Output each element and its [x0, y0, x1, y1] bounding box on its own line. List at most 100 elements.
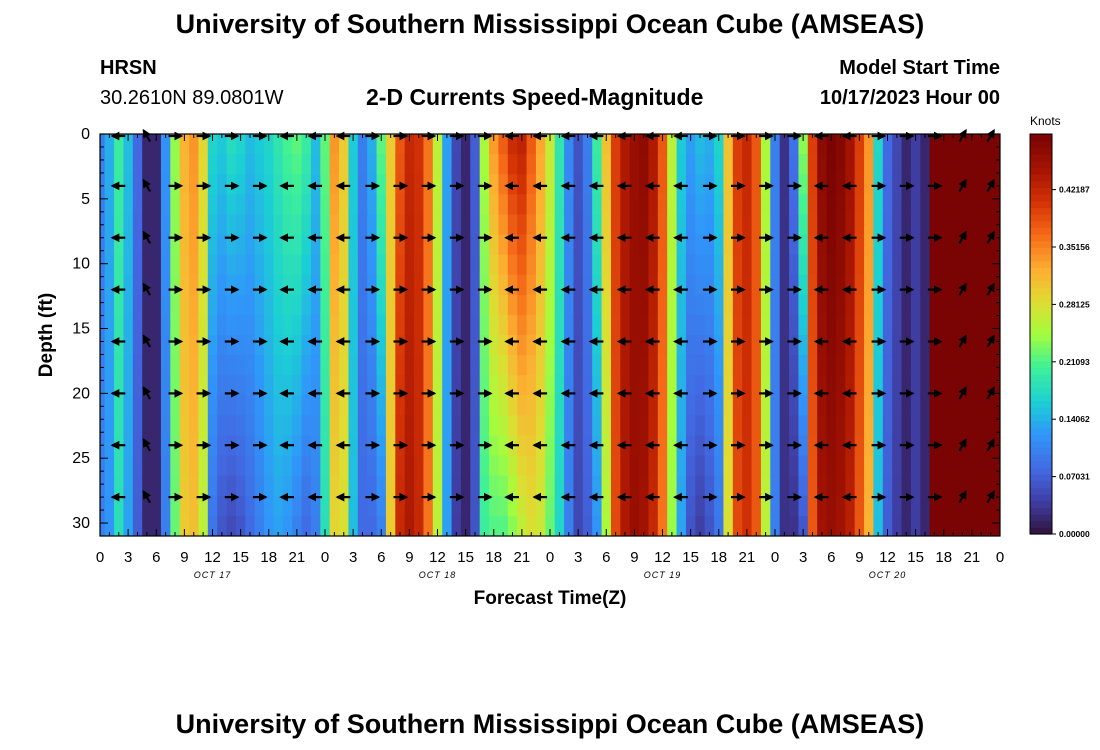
colorbar-segment	[1030, 134, 1052, 142]
heatmap-cell	[282, 234, 293, 256]
heatmap-cell	[179, 375, 190, 396]
heatmap-cell	[939, 455, 950, 477]
heatmap-cell	[789, 495, 800, 517]
heatmap-cell	[573, 154, 584, 175]
heatmap-cell	[207, 515, 218, 536]
heatmap-cell	[535, 495, 546, 517]
heatmap-cell	[404, 335, 415, 356]
heatmap-cell	[864, 214, 875, 236]
heatmap-cell	[742, 134, 753, 155]
heatmap-cell	[564, 395, 575, 416]
heatmap-cell	[714, 294, 725, 316]
heatmap-cell	[414, 234, 425, 256]
heatmap-cell	[817, 174, 828, 195]
heatmap-cell	[685, 495, 696, 517]
heatmap-cell	[264, 294, 275, 316]
heatmap-cell	[489, 415, 500, 437]
heatmap-cell	[704, 395, 715, 416]
heatmap-cell	[329, 375, 340, 396]
heatmap-cell	[507, 355, 518, 376]
heatmap-cell	[526, 254, 537, 276]
heatmap-cell	[873, 375, 884, 396]
heatmap-cell	[639, 415, 650, 437]
heatmap-cell	[629, 134, 640, 155]
colorbar-tick-label: 0.00000	[1059, 529, 1090, 539]
heatmap-cell	[760, 234, 771, 256]
heatmap-cell	[826, 294, 837, 316]
heatmap-cell	[610, 455, 621, 477]
heatmap-cell	[582, 335, 593, 356]
heatmap-cell	[564, 314, 575, 336]
heatmap-cell	[939, 194, 950, 215]
heatmap-cell	[104, 455, 115, 477]
heatmap-cell	[273, 134, 284, 155]
heatmap-cell	[845, 154, 856, 175]
heatmap-cell	[357, 335, 368, 356]
heatmap-cell	[273, 495, 284, 517]
heatmap-cell	[235, 435, 246, 457]
heatmap-cell	[310, 475, 321, 497]
heatmap-cell	[460, 455, 471, 477]
heatmap-cell	[901, 254, 912, 276]
heatmap-cell	[423, 395, 434, 416]
colorbar-segment	[1030, 340, 1052, 348]
heatmap-cell	[526, 435, 537, 457]
heatmap-cell	[545, 294, 556, 316]
heatmap-cell	[404, 475, 415, 497]
heatmap-cell	[882, 214, 893, 236]
heatmap-cell	[948, 294, 959, 316]
heatmap-cell	[826, 174, 837, 195]
heatmap-cell	[826, 214, 837, 236]
heatmap-cell	[123, 194, 134, 215]
heatmap-cell	[685, 355, 696, 376]
heatmap-cell	[414, 335, 425, 356]
heatmap-cell	[873, 475, 884, 497]
heatmap-cell	[170, 455, 181, 477]
heatmap-cell	[732, 335, 743, 356]
colorbar-segment	[1030, 320, 1052, 328]
heatmap-cell	[451, 415, 462, 437]
heatmap-cell	[760, 294, 771, 316]
heatmap-cell	[957, 234, 968, 256]
heatmap-cell	[414, 314, 425, 336]
heatmap-cell	[132, 515, 143, 536]
heatmap-cell	[592, 214, 603, 236]
heatmap-cell	[535, 335, 546, 356]
heatmap-cell	[845, 234, 856, 256]
heatmap-cell	[789, 254, 800, 276]
heatmap-cell	[170, 174, 181, 195]
heatmap-cell	[685, 254, 696, 276]
heatmap-cell	[357, 415, 368, 437]
x-tick-label: 6	[602, 549, 610, 566]
heatmap-cell	[310, 515, 321, 536]
heatmap-cell	[798, 415, 809, 437]
heatmap-cell	[367, 134, 378, 155]
heatmap-cell	[873, 254, 884, 276]
heatmap-cell	[864, 254, 875, 276]
heatmap-cell	[892, 154, 903, 175]
heatmap-cell	[160, 435, 171, 457]
heatmap-cell	[742, 254, 753, 276]
heatmap-cell	[385, 154, 396, 175]
heatmap-cell	[592, 515, 603, 536]
heatmap-cell	[329, 294, 340, 316]
heatmap-cell	[554, 234, 565, 256]
heatmap-cell	[835, 395, 846, 416]
heatmap-cell	[489, 294, 500, 316]
heatmap-cell	[470, 194, 481, 215]
colorbar-segment	[1030, 140, 1052, 148]
heatmap-cell	[479, 174, 490, 195]
heatmap-cell	[198, 375, 209, 396]
heatmap-cell	[423, 355, 434, 376]
heatmap-cell	[573, 194, 584, 215]
heatmap-cell	[751, 254, 762, 276]
heatmap-cell	[685, 395, 696, 416]
heatmap-cell	[582, 475, 593, 497]
heatmap-cell	[217, 174, 228, 195]
heatmap-cell	[985, 314, 996, 336]
heatmap-cell	[432, 515, 443, 536]
heatmap-cell	[901, 174, 912, 195]
heatmap-cell	[648, 455, 659, 477]
heatmap-cell	[676, 415, 687, 437]
heatmap-cell	[817, 335, 828, 356]
